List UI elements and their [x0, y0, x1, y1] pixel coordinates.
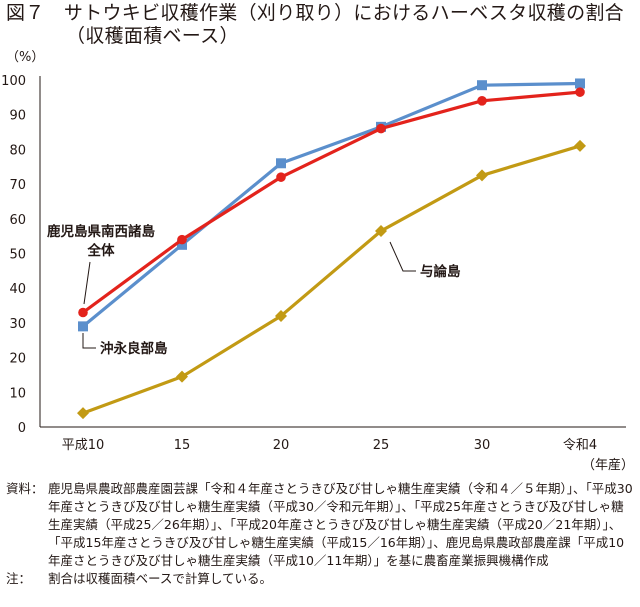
- data-point: [78, 307, 88, 318]
- x-tick-label: 平成10: [62, 438, 105, 453]
- series-3: [77, 139, 586, 420]
- data-point: [176, 370, 188, 383]
- series-label: 与論島: [420, 263, 461, 280]
- data-point: [477, 96, 487, 106]
- x-tick-label: 20: [273, 438, 290, 453]
- y-tick-label: 10: [9, 386, 26, 401]
- chart-title: 図７ サトウキビ収穫作業（刈り取り）におけるハーベスタ収穫の割合 （収穫面積ベー…: [6, 2, 636, 48]
- x-tick-label: 30: [474, 438, 491, 453]
- data-point: [375, 224, 387, 237]
- data-point: [574, 139, 586, 152]
- label-leader: [82, 333, 96, 349]
- series-line: [81, 81, 581, 328]
- y-tick-label: 60: [9, 213, 26, 228]
- series-line: [82, 144, 581, 415]
- data-point: [575, 87, 585, 97]
- data-point: [177, 239, 187, 250]
- series-label: 全体: [87, 242, 115, 259]
- x-axis-unit: （年産）: [582, 457, 634, 473]
- data-point: [77, 407, 89, 420]
- data-point: [476, 169, 488, 182]
- y-tick-label: 30: [9, 317, 26, 332]
- y-tick-label: 50: [9, 248, 26, 263]
- y-tick-label: 90: [9, 109, 26, 124]
- data-point: [376, 123, 386, 134]
- footnote: 注： 割合は収穫面積ベースで計算している。: [6, 570, 636, 588]
- series-line: [82, 90, 581, 314]
- note-body: 割合は収穫面積ベースで計算している。: [48, 571, 273, 586]
- data-point: [275, 309, 287, 322]
- note-head: 注：: [6, 571, 32, 586]
- axes: [39, 76, 626, 428]
- y-tick-label: 40: [9, 282, 26, 297]
- data-point: [276, 158, 286, 169]
- series-label: 鹿児島県南西諸島: [46, 223, 155, 240]
- y-axis-unit: （%）: [6, 50, 44, 65]
- label-leader: [83, 261, 91, 305]
- y-tick-label: 0: [18, 421, 26, 436]
- x-tick-labels: 平成10 15 20 25 30 令和4: [62, 438, 597, 453]
- series-label: 沖永良部島: [100, 340, 168, 357]
- data-point: [78, 321, 88, 332]
- data-point: [177, 234, 187, 245]
- y-tick-label: 100: [1, 74, 26, 89]
- data-point: [575, 78, 585, 89]
- source-note: 資料： 鹿児島県農政部農産園芸課「令和４年産さとうきび及び甘しゃ糖生産実績（令和…: [6, 480, 636, 570]
- series-group: [77, 78, 586, 420]
- series-1: [78, 87, 585, 318]
- y-tick-label: 20: [9, 352, 26, 367]
- y-tick-label: 70: [9, 178, 26, 193]
- y-tick-labels: 0 10 20 30 40 50 60 70 80 90 100: [1, 74, 26, 436]
- x-tick-label: 15: [174, 438, 191, 453]
- y-tick-label: 80: [9, 143, 26, 158]
- source-body: 鹿児島県農政部農産園芸課「令和４年産さとうきび及び甘しゃ糖生産実績（令和４／５年…: [48, 481, 633, 568]
- data-point: [276, 172, 286, 182]
- line-chart: （%） （年産） 0 10 20 30 40 50 60 70 80 90 100 平成10 15 20…: [1, 50, 634, 473]
- notes: 資料： 鹿児島県農政部農産園芸課「令和４年産さとうきび及び甘しゃ糖生産実績（令和…: [6, 480, 636, 588]
- series-2: [78, 78, 585, 332]
- data-point: [477, 80, 487, 91]
- x-tick-label: 令和4: [563, 438, 597, 453]
- x-tick-label: 25: [373, 438, 390, 453]
- chart-title-line1: 図７ サトウキビ収穫作業（刈り取り）におけるハーベスタ収穫の割合: [6, 2, 624, 24]
- source-head: 資料：: [6, 481, 44, 496]
- label-leader: [389, 241, 416, 272]
- chart-title-line2: （収穫面積ベース）: [66, 25, 239, 47]
